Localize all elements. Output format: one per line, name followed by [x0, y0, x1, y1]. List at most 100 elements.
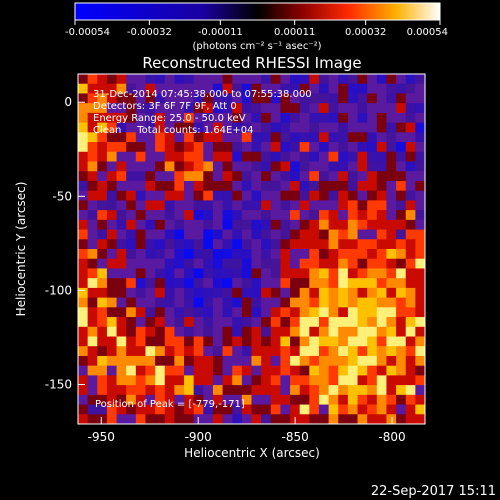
heatmap-cell	[309, 404, 320, 415]
heatmap-cell	[396, 142, 407, 153]
heatmap-cell	[203, 229, 214, 240]
heatmap-cell	[87, 268, 98, 279]
heatmap-cell	[415, 142, 425, 153]
heatmap-cell	[396, 258, 407, 270]
heatmap-cell	[106, 210, 118, 221]
heatmap-cell	[97, 317, 108, 328]
heatmap-cell	[376, 404, 388, 415]
heatmap-cell	[135, 278, 147, 289]
heatmap-cell	[386, 394, 397, 406]
heatmap-cell	[357, 317, 368, 328]
heatmap-cell	[367, 180, 378, 192]
heatmap-cell	[164, 219, 175, 231]
heatmap-cell	[299, 258, 310, 270]
heatmap-cell	[270, 336, 282, 347]
heatmap-cell	[222, 336, 233, 347]
heatmap-cell	[328, 355, 339, 367]
heatmap-cell	[116, 190, 127, 201]
heatmap-cell	[338, 346, 349, 357]
x-axis-ticks: -950 -900 -850 -800	[88, 417, 406, 444]
heatmap-cell	[222, 142, 233, 153]
heatmap-cell	[309, 190, 320, 201]
heatmap-cell	[396, 219, 407, 231]
heatmap-cell	[87, 161, 98, 172]
heatmap-cell	[357, 171, 368, 182]
heatmap-cell	[145, 307, 156, 318]
heatmap-cell	[193, 122, 204, 133]
heatmap-cell	[338, 317, 349, 328]
heatmap-cell	[396, 151, 407, 163]
heatmap-cell	[415, 346, 425, 357]
heatmap-cell	[290, 219, 301, 231]
heatmap-cell	[405, 112, 416, 124]
heatmap-cell	[290, 180, 301, 192]
heatmap-cell	[415, 287, 425, 299]
heatmap-cell	[203, 171, 214, 182]
heatmap-cell	[309, 74, 320, 85]
heatmap-cell	[212, 74, 224, 85]
heatmap-cell	[261, 355, 272, 367]
heatmap-cell	[328, 268, 339, 279]
heatmap-cell	[222, 414, 233, 424]
heatmap-cell	[145, 317, 156, 328]
heatmap-cell	[106, 229, 118, 240]
heatmap-cell	[290, 385, 301, 396]
heatmap-cell	[212, 142, 224, 153]
heatmap-cell	[164, 365, 175, 376]
heatmap-cell	[386, 365, 397, 376]
heatmap-cell	[347, 249, 359, 260]
heatmap-cell	[299, 83, 310, 95]
heatmap-cell	[212, 93, 224, 104]
heatmap-cell	[164, 112, 175, 124]
heatmap-cell	[155, 180, 166, 192]
heatmap-cell	[299, 336, 310, 347]
heatmap-cell	[338, 249, 349, 260]
heatmap-cell	[145, 161, 156, 172]
heatmap-cell	[97, 190, 108, 201]
heatmap-cell	[116, 326, 127, 338]
heatmap-cell	[241, 365, 253, 376]
heatmap-cell	[184, 268, 195, 279]
heatmap-cell	[222, 74, 233, 85]
heatmap-cell	[241, 268, 253, 279]
heatmap-cell	[405, 375, 416, 386]
heatmap-cell	[232, 287, 243, 299]
heatmap-cell	[415, 93, 425, 104]
heatmap-cell	[376, 268, 388, 279]
heatmap-cell	[318, 93, 330, 104]
heatmap-cell	[87, 219, 98, 231]
heatmap-cell	[135, 93, 147, 104]
heatmap-cell	[396, 346, 407, 357]
heatmap-cell	[87, 297, 98, 308]
heatmap-cell	[222, 239, 233, 250]
heatmap-cell	[241, 83, 253, 95]
heatmap-cell	[184, 375, 195, 386]
heatmap-cell	[155, 74, 166, 85]
heatmap-cell	[386, 268, 397, 279]
heatmap-cell	[328, 365, 339, 376]
heatmap-cell	[193, 278, 204, 289]
heatmap-cell	[135, 287, 147, 299]
heatmap-cell	[261, 93, 272, 104]
heatmap-cell	[174, 297, 185, 308]
heatmap-cell	[135, 317, 147, 328]
heatmap-cell	[203, 161, 214, 172]
heatmap-cell	[396, 278, 407, 289]
heatmap-cell	[251, 346, 262, 357]
heatmap-cell	[135, 326, 147, 338]
heatmap-cell	[415, 171, 425, 182]
heatmap-cell	[328, 200, 339, 211]
heatmap-cell	[261, 365, 272, 376]
heatmap-cell	[193, 190, 204, 201]
heatmap-cell	[126, 93, 137, 104]
heatmap-cell	[155, 219, 166, 231]
heatmap-cell	[135, 210, 147, 221]
heatmap-cell	[415, 74, 425, 85]
heatmap-cell	[78, 346, 89, 357]
heatmap-cell	[184, 83, 195, 95]
heatmap-cell	[193, 171, 204, 182]
heatmap-cell	[270, 132, 282, 143]
heatmap-cell	[106, 287, 118, 299]
heatmap-cell	[251, 161, 262, 172]
heatmap-cell	[106, 74, 118, 85]
